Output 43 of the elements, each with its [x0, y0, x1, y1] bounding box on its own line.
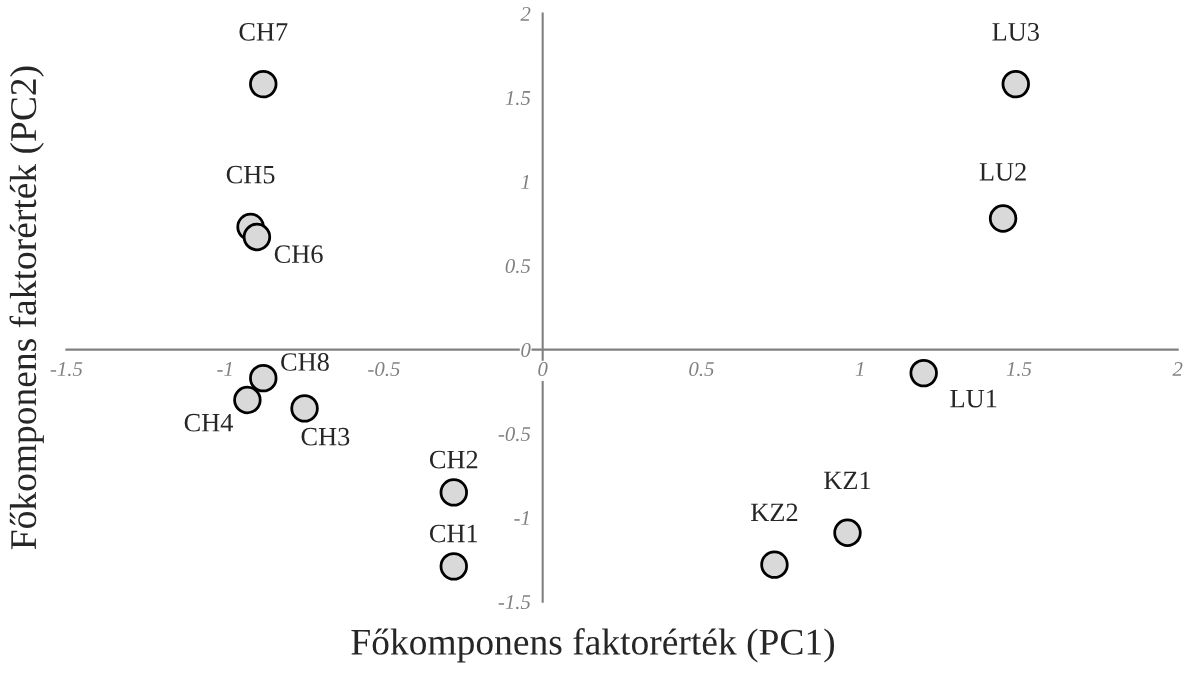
point: [249, 69, 278, 99]
annotation: LU1: [950, 389, 997, 408]
x-tick-label: 0.5: [689, 362, 714, 377]
x-axis-title: Főkomponens faktorérték (PC1): [351, 628, 835, 663]
y-tick-label: 1.5: [505, 91, 531, 106]
x-tick-label: -0.5: [368, 362, 400, 377]
point: [439, 552, 468, 581]
annotation: KZ2: [751, 503, 798, 522]
annotation: LU3: [992, 22, 1039, 41]
point: [233, 385, 262, 415]
x-tick-label: -1: [217, 362, 232, 376]
annotation: CH7: [239, 22, 288, 41]
point: [833, 518, 862, 547]
point: [290, 394, 319, 423]
annotation: CH1: [429, 524, 478, 543]
point: [249, 363, 278, 393]
y-tick-label: -1: [514, 511, 529, 525]
x-tick-label: 1.5: [1006, 362, 1032, 377]
y-tick-label: -1.5: [498, 595, 531, 610]
annotation: CH5: [226, 165, 275, 184]
annotation: CH8: [281, 353, 329, 371]
point: [909, 358, 938, 388]
point: [988, 204, 1018, 233]
y-axis-title: Főkomponens faktorérték (PC2): [9, 66, 44, 550]
point: [242, 222, 272, 252]
point: [760, 550, 789, 579]
y-tick-label: 0: [521, 342, 531, 358]
x-tick-label: 0: [538, 362, 548, 377]
y-tick-label: -0.5: [498, 426, 531, 442]
annotation: CH2: [429, 450, 478, 469]
point: [439, 478, 468, 507]
x-tick-label: -1.5: [50, 362, 83, 377]
annotation: KZ1: [824, 471, 871, 490]
x-tick-label: 1: [855, 362, 864, 376]
annotation: CH4: [184, 413, 234, 432]
y-tick-label: 0.5: [505, 258, 531, 274]
annotation: CH6: [274, 245, 323, 264]
point: [1001, 69, 1030, 99]
y-tick-label: 2: [520, 6, 531, 21]
y-tick-label: 1: [521, 175, 529, 189]
annotation: LU2: [979, 162, 1026, 181]
x-tick-label: 2: [1172, 362, 1183, 376]
annotation: CH3: [301, 427, 350, 446]
